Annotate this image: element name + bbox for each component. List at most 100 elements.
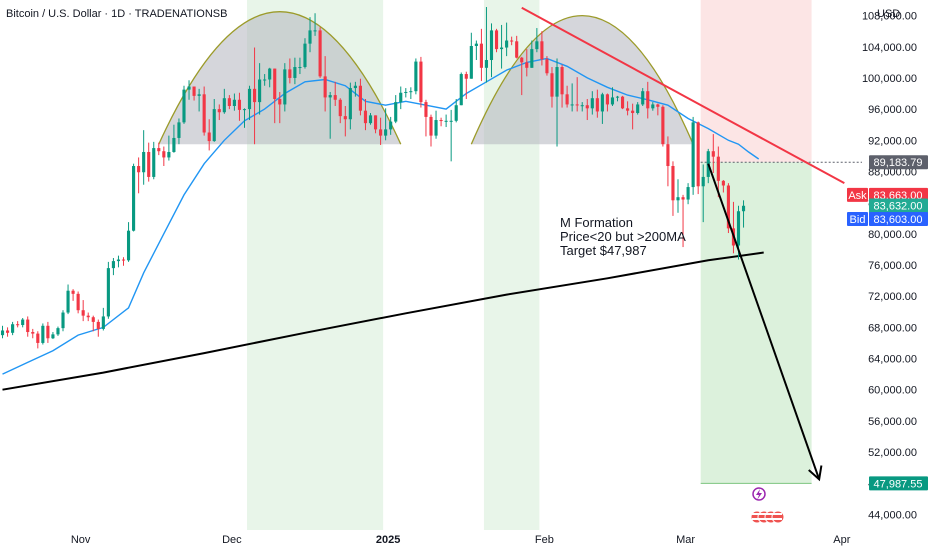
y-tick-label: 60,000.00 xyxy=(868,385,917,397)
candle-body xyxy=(520,57,524,63)
y-tick-label: 108,000.00 xyxy=(862,11,917,23)
candle-body xyxy=(263,79,267,81)
candle-body xyxy=(111,261,115,269)
candle xyxy=(585,98,589,121)
candle-body xyxy=(268,68,272,80)
us-flag-icons[interactable] xyxy=(750,510,785,524)
candle-body xyxy=(132,166,136,231)
candle xyxy=(353,81,357,97)
price-tag: Bid 83,603.00 xyxy=(847,212,928,227)
y-tick-label: 88,000.00 xyxy=(868,166,917,178)
target-zone xyxy=(700,162,812,484)
candle-body xyxy=(11,324,15,333)
candle xyxy=(379,117,383,145)
candle xyxy=(212,98,216,142)
candle xyxy=(268,67,272,88)
candle xyxy=(51,332,55,340)
candle xyxy=(222,88,226,114)
candle-body xyxy=(570,104,574,106)
candle-body xyxy=(656,104,660,107)
candle xyxy=(278,91,282,124)
candle-body xyxy=(157,148,161,152)
candle-body xyxy=(580,105,584,107)
y-tick-label: 68,000.00 xyxy=(868,322,917,334)
candle xyxy=(172,124,176,153)
candle xyxy=(540,31,544,66)
candle xyxy=(404,88,408,98)
candle-body xyxy=(540,41,544,60)
candle-body xyxy=(71,290,75,294)
price-axis[interactable]: 44,000.0048,000.0052,000.0056,000.0060,0… xyxy=(862,11,917,522)
candle-body xyxy=(177,122,181,138)
candle xyxy=(666,136,670,187)
candle xyxy=(434,110,438,139)
resistance-trendline xyxy=(521,6,845,185)
candle-body xyxy=(626,108,630,111)
candle-body xyxy=(459,74,463,106)
candle-body xyxy=(389,121,393,130)
candle xyxy=(429,114,433,147)
candle xyxy=(459,72,463,106)
cup-outline-0 xyxy=(158,11,402,145)
candle xyxy=(716,146,720,198)
candle xyxy=(0,325,5,339)
candle xyxy=(66,284,70,315)
candle xyxy=(242,108,247,128)
candle-body xyxy=(172,137,176,152)
candle-body xyxy=(424,102,428,117)
time-axis[interactable]: Nov Dec 2025 Feb Mar Apr xyxy=(71,534,851,546)
candle-body xyxy=(273,68,277,99)
candle-body xyxy=(21,319,25,326)
candle xyxy=(86,312,90,322)
candle xyxy=(464,71,468,99)
candle xyxy=(565,85,569,108)
candle-body xyxy=(192,86,196,96)
candle-body xyxy=(227,98,231,106)
candle xyxy=(489,23,494,78)
candle xyxy=(711,134,715,174)
candle-body xyxy=(207,132,211,142)
x-tick-label: 2025 xyxy=(376,534,400,546)
price-tag-value: 47,987.55 xyxy=(874,478,923,490)
y-tick-label: 80,000.00 xyxy=(868,229,917,241)
candle xyxy=(641,88,645,106)
projection-arrow-shaft xyxy=(707,163,821,480)
candle-body xyxy=(182,89,186,123)
candle xyxy=(298,57,302,75)
candle xyxy=(293,57,297,85)
candle xyxy=(595,89,599,118)
candle-body xyxy=(338,99,342,117)
candle xyxy=(424,99,428,137)
candle xyxy=(333,81,337,106)
candle xyxy=(520,56,524,96)
candle-body xyxy=(469,45,473,79)
stop-zone xyxy=(700,0,812,163)
candle xyxy=(323,56,327,112)
candle-body xyxy=(464,74,468,79)
candle-body xyxy=(394,102,398,122)
currency-label[interactable]: USD xyxy=(877,8,900,20)
candle-body xyxy=(550,73,554,97)
candle xyxy=(575,77,579,112)
candle-body xyxy=(343,116,347,120)
price-tag-box xyxy=(869,476,928,491)
candle xyxy=(530,40,534,68)
candle xyxy=(696,121,700,195)
candle xyxy=(590,91,594,115)
candle-body xyxy=(318,30,322,77)
candle xyxy=(187,80,191,100)
candle-body xyxy=(454,105,458,121)
candle xyxy=(358,78,362,116)
candle-body xyxy=(137,166,141,173)
candle-body xyxy=(681,197,685,200)
sma20-line xyxy=(2,57,760,375)
candle xyxy=(741,200,746,228)
price-tag-side-label xyxy=(847,187,868,202)
price-tag-box xyxy=(869,155,928,170)
candle-body xyxy=(444,120,448,122)
candle-body xyxy=(439,120,443,122)
candles[interactable] xyxy=(0,7,746,349)
candle-body xyxy=(575,104,579,106)
candle-body xyxy=(686,187,690,200)
